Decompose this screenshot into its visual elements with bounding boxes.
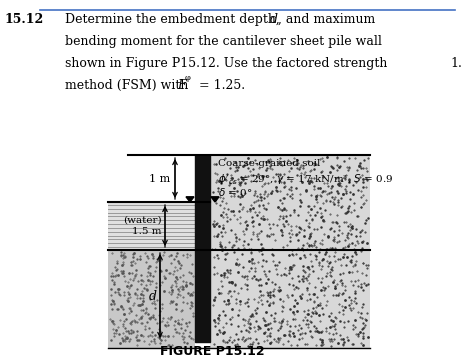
- Text: 1.5 m: 1.5 m: [133, 228, 162, 237]
- Polygon shape: [186, 197, 194, 202]
- Text: Coarse-grained soil: Coarse-grained soil: [218, 159, 321, 168]
- Text: shown in Figure P15.12. Use the factored strength: shown in Figure P15.12. Use the factored…: [65, 57, 387, 70]
- Text: , and maximum: , and maximum: [278, 13, 375, 26]
- Text: 1 m: 1 m: [149, 174, 170, 184]
- Text: method (FSM) with: method (FSM) with: [65, 79, 192, 92]
- Text: (water): (water): [123, 216, 162, 225]
- Text: 15.12: 15.12: [5, 13, 44, 26]
- Text: FIGURE P15.12: FIGURE P15.12: [160, 345, 265, 358]
- Text: $\phi'_{cs}$ = 29°, $\gamma$ = 17 kN/m³, $S$ = 0.9: $\phi'_{cs}$ = 29°, $\gamma$ = 17 kN/m³,…: [218, 173, 393, 188]
- Polygon shape: [211, 197, 219, 202]
- Polygon shape: [108, 250, 195, 348]
- Text: 1.: 1.: [450, 57, 462, 70]
- Polygon shape: [195, 155, 210, 342]
- Text: $\delta$ = 0°: $\delta$ = 0°: [218, 186, 252, 198]
- Text: d: d: [149, 289, 157, 302]
- Text: Determine the embedment depth,: Determine the embedment depth,: [65, 13, 284, 26]
- Polygon shape: [108, 202, 195, 250]
- Text: F: F: [177, 79, 186, 92]
- Text: = 1.25.: = 1.25.: [195, 79, 245, 92]
- Polygon shape: [210, 155, 370, 348]
- Text: bending moment for the cantilever sheet pile wall: bending moment for the cantilever sheet …: [65, 35, 382, 48]
- Text: d: d: [270, 13, 278, 26]
- Text: φ: φ: [185, 74, 191, 82]
